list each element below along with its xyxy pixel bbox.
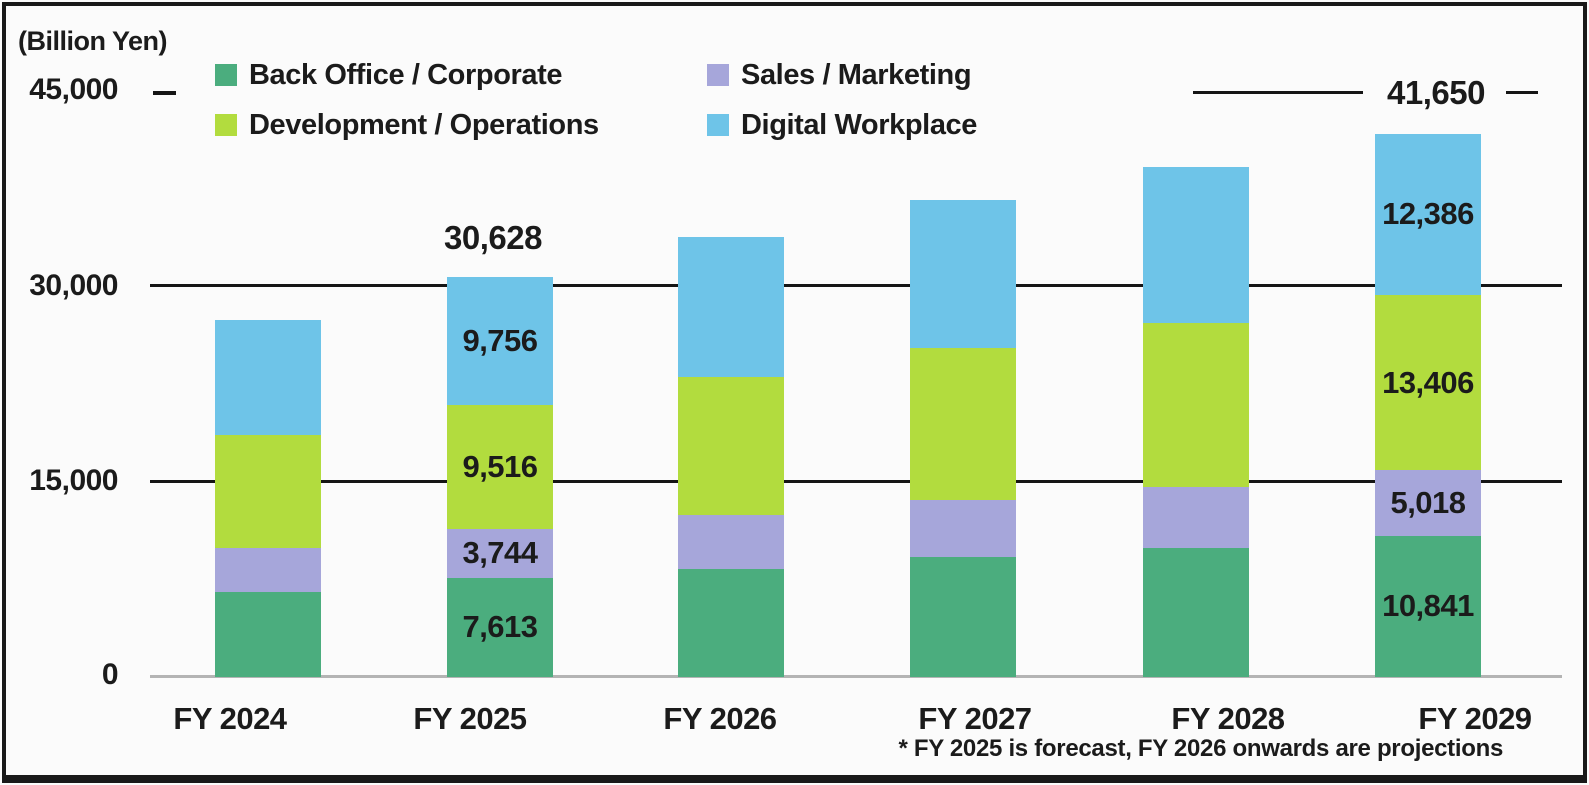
total-label-fy2029: 41,650 bbox=[1387, 74, 1485, 111]
legend-swatch-back-office-corporate bbox=[215, 64, 237, 86]
bar-segment-fy-2025-development-operations: 9,516 bbox=[447, 404, 553, 529]
y-tick-30000: 30,000 bbox=[29, 269, 118, 302]
x-axis-label-fy-2026: FY 2026 bbox=[663, 701, 777, 736]
x-axis-baseline bbox=[150, 675, 1562, 678]
legend-swatch-digital-workplace bbox=[707, 114, 729, 136]
total-label-fy2025: 30,628 bbox=[444, 219, 542, 256]
bar-segment-fy-2027-digital-workplace bbox=[910, 199, 1016, 349]
bar-segment-fy-2025-sales-marketing: 3,744 bbox=[447, 528, 553, 578]
gridline-45000-right-dash bbox=[1506, 91, 1538, 94]
gridline-30000 bbox=[150, 284, 1562, 287]
legend-item-development-operations: Development / Operations bbox=[215, 107, 599, 143]
legend-label-sales-marketing: Sales / Marketing bbox=[741, 58, 972, 91]
footnote: * FY 2025 is forecast, FY 2026 onwards a… bbox=[898, 735, 1503, 762]
bar-segment-fy-2024-digital-workplace bbox=[215, 320, 321, 436]
bar-segment-fy-2024-sales-marketing bbox=[215, 547, 321, 593]
bar-segment-fy-2028-development-operations bbox=[1143, 323, 1249, 487]
bar-segment-fy-2029-development-operations: 13,406 bbox=[1375, 295, 1481, 471]
legend-swatch-sales-marketing bbox=[707, 64, 729, 86]
legend-label-back-office-corporate: Back Office / Corporate bbox=[249, 58, 563, 91]
bar-segment-fy-2026-digital-workplace bbox=[678, 237, 784, 377]
legend-item-back-office-corporate: Back Office / Corporate bbox=[215, 57, 563, 93]
y-axis-unit-label: (Billion Yen) bbox=[18, 26, 168, 56]
gridline-45000-left-dash bbox=[153, 91, 176, 95]
legend-swatch-development-operations bbox=[215, 114, 237, 136]
bar-segment-fy-2027-back-office-corporate bbox=[910, 556, 1016, 677]
segment-value-label: 12,386 bbox=[1382, 196, 1474, 232]
y-tick-45000: 45,000 bbox=[29, 73, 118, 106]
segment-value-label: 3,744 bbox=[462, 535, 538, 571]
legend-label-development-operations: Development / Operations bbox=[249, 108, 599, 141]
x-axis-label-fy-2028: FY 2028 bbox=[1171, 701, 1285, 736]
segment-value-label: 10,841 bbox=[1382, 588, 1474, 624]
bar-segment-fy-2027-sales-marketing bbox=[910, 499, 1016, 557]
gridline-45000-right-segment bbox=[1193, 91, 1363, 94]
segment-value-label: 5,018 bbox=[1390, 484, 1466, 520]
y-tick-0: 0 bbox=[101, 658, 119, 691]
bar-segment-fy-2028-digital-workplace bbox=[1143, 166, 1249, 324]
segment-value-label: 7,613 bbox=[462, 609, 538, 645]
x-axis-label-fy-2025: FY 2025 bbox=[413, 701, 527, 736]
segment-value-label: 9,756 bbox=[462, 323, 538, 359]
y-tick-15000: 15,000 bbox=[29, 464, 118, 497]
bar-segment-fy-2026-sales-marketing bbox=[678, 515, 784, 569]
legend-item-sales-marketing: Sales / Marketing bbox=[707, 57, 972, 93]
bar-segment-fy-2024-back-office-corporate bbox=[215, 592, 321, 677]
bar-segment-fy-2027-development-operations bbox=[910, 348, 1016, 500]
legend-label-digital-workplace: Digital Workplace bbox=[741, 108, 978, 141]
gridline-15000 bbox=[150, 480, 1562, 483]
bar-segment-fy-2028-back-office-corporate bbox=[1143, 547, 1249, 677]
segment-value-label: 9,516 bbox=[462, 448, 538, 484]
bar-segment-fy-2025-digital-workplace: 9,756 bbox=[447, 277, 553, 405]
segment-value-label: 13,406 bbox=[1382, 364, 1474, 400]
bar-segment-fy-2026-development-operations bbox=[678, 376, 784, 516]
bar-segment-fy-2029-back-office-corporate: 10,841 bbox=[1375, 535, 1481, 677]
bar-segment-fy-2029-digital-workplace: 12,386 bbox=[1375, 133, 1481, 296]
x-axis-label-fy-2024: FY 2024 bbox=[173, 701, 287, 736]
x-axis-label-fy-2029: FY 2029 bbox=[1418, 701, 1532, 736]
bar-segment-fy-2025-back-office-corporate: 7,613 bbox=[447, 577, 553, 677]
bar-segment-fy-2029-sales-marketing: 5,018 bbox=[1375, 470, 1481, 536]
bar-segment-fy-2028-sales-marketing bbox=[1143, 486, 1249, 548]
x-axis-label-fy-2027: FY 2027 bbox=[918, 701, 1032, 736]
bar-segment-fy-2026-back-office-corporate bbox=[678, 568, 784, 677]
bar-segment-fy-2024-development-operations bbox=[215, 435, 321, 548]
legend-item-digital-workplace: Digital Workplace bbox=[707, 107, 977, 143]
